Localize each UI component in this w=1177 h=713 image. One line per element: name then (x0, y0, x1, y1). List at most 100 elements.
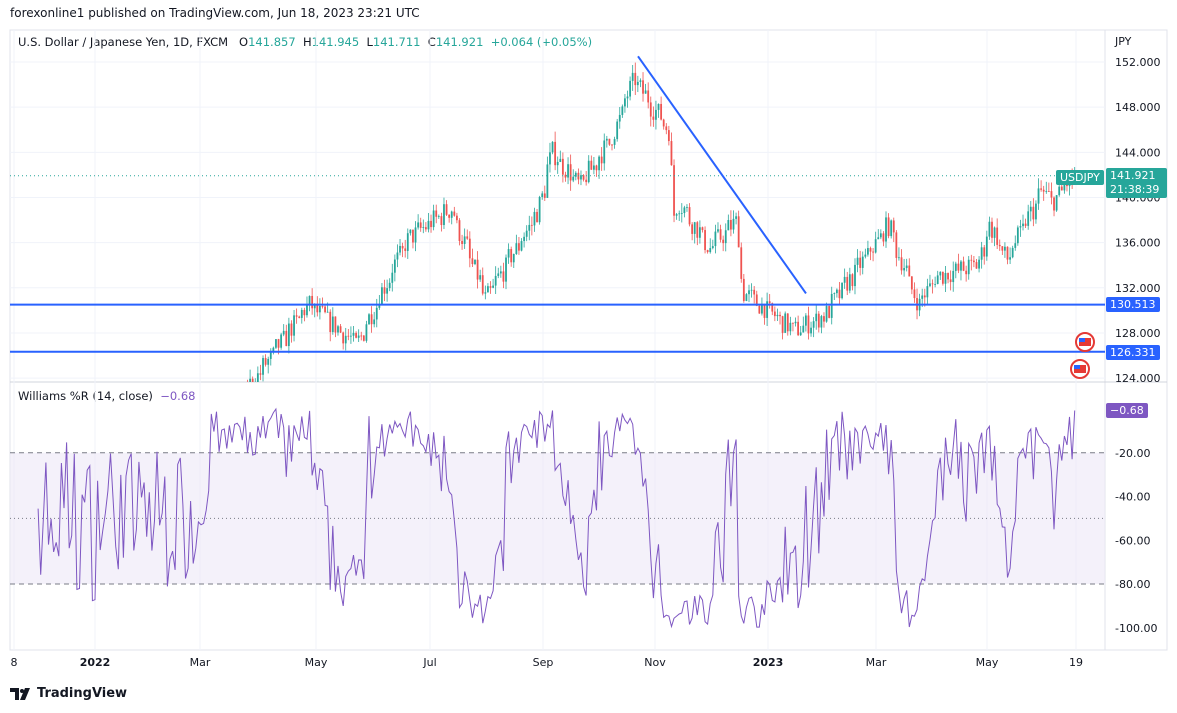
time-tick-label: Nov (644, 656, 666, 669)
candle-body (985, 236, 988, 257)
footer-brand: TradingView (37, 686, 128, 701)
candle-body (456, 215, 458, 221)
candle-body (719, 229, 722, 240)
candle-body (450, 211, 453, 218)
candle-body (1060, 186, 1063, 191)
level-tag-1: 130.513 (1106, 297, 1160, 312)
candle-body (388, 282, 391, 289)
candle-body (931, 283, 934, 285)
candle-body (900, 257, 903, 271)
wr-tick-label: -20.00 (1115, 447, 1150, 460)
candle-body (510, 249, 513, 263)
candle-body (551, 141, 554, 153)
candle-body (492, 285, 494, 288)
candle-body (1063, 184, 1066, 191)
candle-body (882, 233, 885, 242)
candle-body (688, 207, 691, 225)
candle-body (399, 245, 401, 253)
candle-body (828, 306, 831, 318)
candle-body (424, 227, 427, 230)
candle-body (580, 175, 582, 180)
candle-body (859, 257, 862, 268)
candle-body (768, 301, 771, 304)
candle-body (722, 239, 725, 244)
bar-countdown: 21:38:39 (1110, 183, 1160, 196)
candle-body (556, 161, 559, 166)
candle-body (357, 335, 360, 338)
candle-body (523, 236, 526, 242)
candle-body (306, 304, 308, 316)
candle-body (680, 213, 683, 214)
candle-body (280, 334, 283, 348)
candle-body (709, 248, 712, 253)
candle-body (792, 322, 794, 324)
time-tick-label: 2022 (80, 656, 111, 669)
candle-body (308, 295, 311, 305)
candle-body (784, 313, 787, 333)
us-flag-canton-icon (1079, 338, 1085, 342)
tradingview-logo[interactable]: TradingView (10, 686, 127, 701)
close-value: 141.921 (435, 35, 484, 49)
candle-body (518, 243, 520, 251)
candle-body (1040, 188, 1043, 190)
candle-body (934, 284, 937, 285)
time-tick-label: 8 (11, 656, 18, 669)
candle-body (954, 263, 957, 271)
candle-body (1004, 246, 1006, 251)
candle-body (794, 321, 797, 324)
open-value: 141.857 (248, 35, 296, 49)
candle-body (737, 216, 740, 248)
candle-body (1032, 206, 1035, 220)
candle-body (926, 286, 929, 298)
candle-body (748, 290, 750, 295)
candle-body (621, 106, 624, 115)
candle-body (810, 327, 812, 334)
candle-body (375, 307, 378, 320)
candle-body (295, 315, 298, 317)
candle-body (326, 311, 329, 313)
candle-body (608, 138, 611, 145)
candle-body (724, 230, 727, 244)
candle-body (396, 252, 399, 260)
change-value: +0.064 (+0.05%) (490, 35, 593, 49)
candle-body (1058, 186, 1061, 196)
candle-body (960, 261, 962, 271)
price-tick-label: 128.000 (1115, 327, 1161, 340)
candle-body (799, 332, 802, 336)
candle-body (898, 257, 900, 259)
candle-body (773, 311, 776, 317)
candle-body (393, 259, 396, 273)
candle-body (1055, 195, 1058, 211)
candle-body (1035, 203, 1037, 220)
candle-body (991, 221, 993, 238)
candle-body (980, 247, 983, 260)
ticker-tag: USDJPY (1056, 170, 1104, 185)
candle-body (941, 271, 944, 284)
candle-body (929, 283, 931, 287)
candle-body (626, 96, 629, 99)
candle-body (448, 214, 451, 218)
indicator-legend[interactable]: Williams %R (14, close) −0.68 (18, 389, 195, 403)
candle-body (587, 160, 590, 183)
candle-body (1029, 206, 1032, 212)
candle-body (269, 351, 272, 359)
candle-body (662, 119, 665, 127)
candle-body (698, 227, 701, 238)
candle-body (727, 220, 730, 231)
candle-body (471, 258, 474, 265)
candle-body (512, 254, 515, 263)
last-price: 141.921 (1110, 169, 1156, 182)
candle-body (647, 90, 650, 103)
high-value: 141.945 (311, 35, 360, 49)
candle-body (533, 211, 536, 226)
candle-body (644, 90, 647, 94)
candle-body (1053, 197, 1055, 211)
candle-body (406, 233, 409, 251)
candle-body (701, 227, 704, 231)
candle-body (412, 229, 414, 243)
candle-body (841, 282, 843, 299)
symbol-name: U.S. Dollar / Japanese Yen, 1D, FXCM (18, 35, 229, 49)
wr-tick-label: -60.00 (1115, 534, 1150, 547)
candle-body (1019, 226, 1022, 228)
